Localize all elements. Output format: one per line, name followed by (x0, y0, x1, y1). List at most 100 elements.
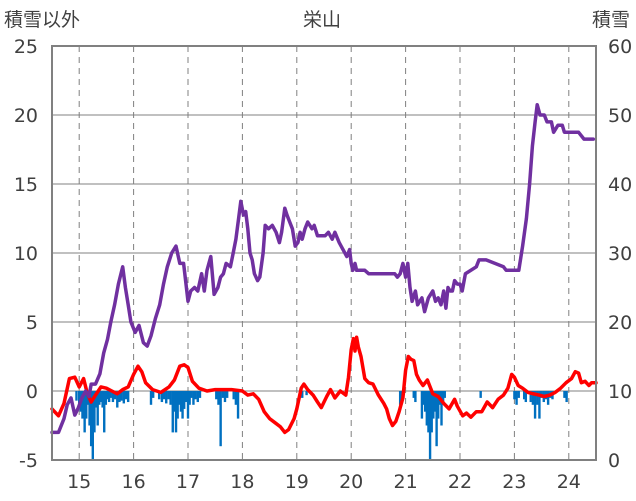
precip-bar (118, 391, 121, 403)
precip-bar (78, 391, 81, 405)
precip-bar (169, 391, 172, 405)
precip-bar (305, 391, 308, 396)
precip-bar (196, 391, 199, 403)
precip-bar (89, 391, 93, 447)
precip-bar (124, 391, 128, 400)
x-tick-label: 19 (285, 471, 309, 493)
precip-bar (122, 391, 126, 404)
x-tick-label: 17 (176, 471, 200, 493)
precip-bar (151, 391, 155, 398)
precip-bar (96, 391, 99, 426)
precip-bar (428, 391, 432, 460)
left-tick-label: 5 (26, 312, 38, 334)
precip-bar (162, 391, 166, 400)
precip-bar (198, 391, 202, 398)
precip-bar (517, 391, 520, 398)
x-tick-label: 15 (67, 471, 91, 493)
precip-bar (184, 391, 188, 403)
precip-bar (225, 391, 229, 398)
precip-bar (433, 391, 437, 412)
precip-bar (192, 391, 195, 405)
precip-bar (423, 391, 427, 412)
precip-bar (430, 391, 433, 433)
precip-bar (232, 391, 235, 400)
precip-bar (160, 391, 164, 403)
right-tick-label: 60 (608, 36, 632, 58)
right-tick-label: 30 (608, 243, 632, 265)
precip-bar (186, 391, 190, 419)
precip-bar (94, 391, 98, 408)
precip-bar (546, 391, 550, 405)
precip-bar (236, 391, 240, 419)
precip-bar (515, 391, 518, 405)
left-tick-label: -5 (19, 450, 38, 472)
precip-bar (178, 391, 181, 405)
precip-bar (435, 391, 438, 447)
precip-bar (120, 391, 123, 401)
left-tick-label: 15 (14, 174, 38, 196)
precip-bar (149, 391, 153, 405)
precip-bar (536, 391, 539, 405)
precip-bar (398, 391, 402, 405)
precip-bar (432, 391, 435, 419)
precip-bar (440, 391, 443, 426)
precip-bar (179, 391, 183, 412)
right-tick-label: 0 (608, 450, 620, 472)
series-lines (50, 102, 598, 435)
precip-bar (441, 391, 445, 405)
precip-bar (101, 391, 104, 408)
precip-bar (104, 391, 108, 405)
precip-bar (427, 391, 430, 433)
precip-bar (529, 391, 532, 403)
precip-bar (182, 391, 186, 409)
precip-bar (565, 391, 568, 403)
precip-bar (513, 391, 516, 400)
precip-bar (83, 391, 86, 433)
precipitation-bars (75, 391, 568, 460)
precip-bar (215, 391, 218, 400)
precip-bar (103, 391, 106, 433)
precip-bar (126, 391, 130, 403)
x-tick-label: 23 (502, 471, 526, 493)
precip-bar (563, 391, 566, 398)
precip-bar (113, 391, 117, 400)
right-tick-label: 50 (608, 105, 632, 127)
x-tick-label: 16 (122, 471, 146, 493)
right-tick-label: 40 (608, 174, 632, 196)
precip-bar (437, 391, 440, 419)
precip-bar (531, 391, 535, 405)
precip-bar (116, 391, 119, 408)
precip-bar (425, 391, 429, 426)
left-axis-label: 積雪以外 (4, 9, 80, 31)
x-axis-ticks: 15 16 17 18 19 20 21 22 23 24 (67, 471, 581, 493)
precip-bar (107, 391, 111, 403)
precip-bar (188, 391, 191, 405)
precip-bar (420, 391, 424, 419)
precip-bar (99, 391, 103, 403)
precip-bar (171, 391, 174, 433)
precip-bar (165, 391, 168, 404)
precip-bar (167, 391, 170, 400)
temperature-line (50, 335, 598, 435)
right-tick-label: 10 (608, 381, 632, 403)
precip-bar (443, 391, 446, 398)
precip-bar (190, 391, 193, 398)
precip-bar (533, 391, 537, 419)
precip-bar (88, 391, 91, 426)
x-tick-label: 24 (557, 471, 581, 493)
x-tick-label: 20 (339, 471, 363, 493)
precip-bar (524, 391, 528, 403)
snow_depth-line (50, 102, 596, 435)
precip-bar (174, 391, 178, 433)
precip-bar (173, 391, 176, 412)
precip-bar (217, 391, 220, 405)
x-tick-label: 21 (394, 471, 418, 493)
left-axis-ticks: 25 20 15 10 5 0 -5 (14, 36, 38, 472)
precip-bar (221, 391, 225, 398)
precip-bar (412, 391, 415, 398)
precip-bar (522, 391, 526, 400)
precip-bar (194, 391, 197, 400)
right-tick-label: 20 (608, 312, 632, 334)
precip-bar (234, 391, 238, 405)
